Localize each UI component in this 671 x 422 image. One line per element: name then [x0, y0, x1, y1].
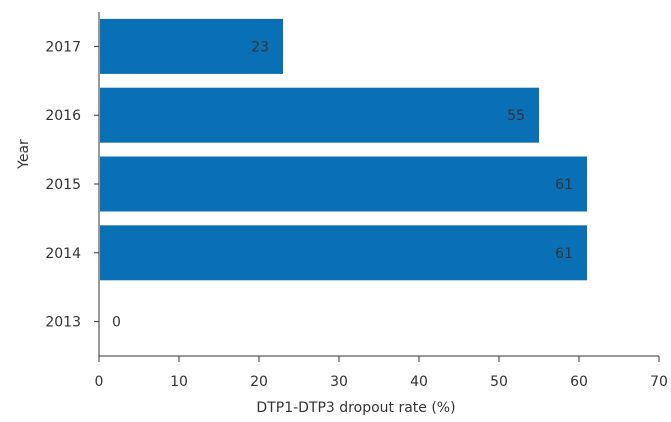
x-axis-title: DTP1-DTP3 dropout rate (%)	[256, 400, 455, 416]
data-label-2015: 61	[555, 177, 573, 193]
x-tick-label-30: 30	[330, 374, 348, 390]
bar-2016	[100, 87, 539, 143]
data-label-2014: 61	[555, 246, 573, 262]
data-labels-layer: 0 61 61 55 23	[112, 39, 573, 330]
y-tick-label-2015: 2015	[45, 177, 81, 193]
data-label-2016: 55	[507, 108, 525, 124]
y-tick-label-2013: 2013	[45, 315, 81, 331]
y-axis-title: Year	[16, 139, 32, 170]
bars-layer	[100, 18, 587, 281]
x-tick-label-10: 10	[170, 374, 188, 390]
x-ticks-layer: 0 10 20 30 40 50 60 70	[95, 356, 668, 390]
x-tick-label-60: 60	[570, 374, 588, 390]
bar-2015	[100, 156, 587, 212]
data-label-2013: 0	[112, 315, 121, 331]
x-tick-label-40: 40	[410, 374, 428, 390]
x-tick-label-20: 20	[250, 374, 268, 390]
y-ticks-layer: 2013 2014 2015 2016 2017	[45, 39, 99, 331]
y-tick-label-2017: 2017	[45, 39, 81, 55]
bar-2017	[100, 18, 283, 74]
x-tick-label-0: 0	[95, 374, 104, 390]
data-label-2017: 23	[251, 39, 269, 55]
x-tick-label-70: 70	[650, 374, 668, 390]
y-tick-label-2016: 2016	[45, 108, 81, 124]
bar-2014	[100, 225, 587, 281]
x-tick-label-50: 50	[490, 374, 508, 390]
y-tick-label-2014: 2014	[45, 246, 81, 262]
